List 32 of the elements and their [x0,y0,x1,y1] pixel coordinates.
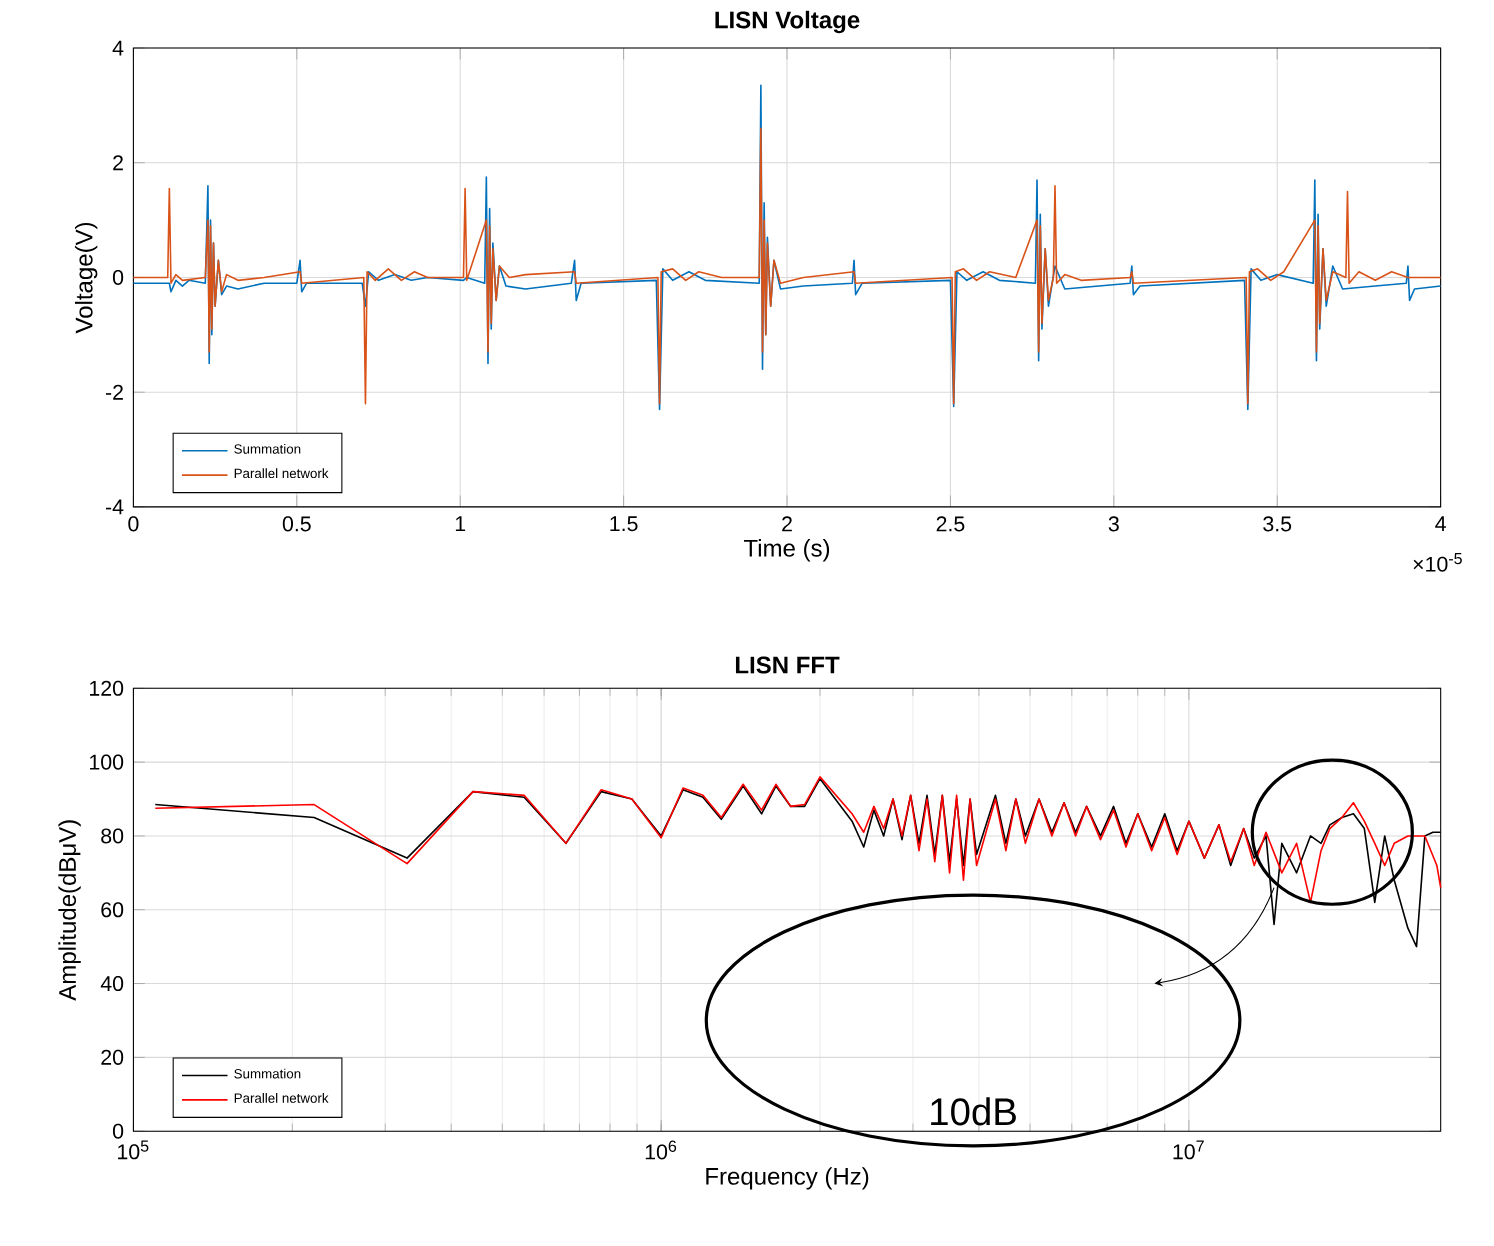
text: ×10$^{-5}$ [1413,553,1462,572]
x-axis-title: Frequency (Hz) [706,1167,869,1190]
y-axis-title: Voltage(V) [74,222,98,334]
y-tick-label: 0 [112,1123,124,1139]
y-tick-label: 100 [90,754,124,770]
y-tick-label: 4 [112,40,124,56]
x-tick-label: 2.5 [936,516,965,532]
y-tick-label: -2 [105,384,123,400]
x-tick-label: 10$^{6}$ [645,1140,677,1160]
y-tick-label: 60 [101,902,124,918]
annotation: 10dB [931,1097,1016,1126]
y-tick-label: -4 [105,499,124,515]
x-tick-label: 10$^{5}$ [118,1140,149,1160]
y-tick-label: 0 [112,269,124,286]
chart-title: LISN Voltage [715,10,860,34]
x-tick-label: 1 [455,516,466,532]
x-tick-label: 0 [128,516,139,532]
y-tick-label: 20 [101,1049,124,1065]
x-tick-label: 2 [782,516,792,532]
x-axis-title: Time (s) [744,539,830,562]
y-tick-label: 40 [100,976,124,992]
x-tick-label: 4 [1435,516,1446,532]
x-tick-label: 10$^{7}$ [1173,1140,1204,1160]
x-tick-label: 1.5 [610,516,638,532]
chart-title: LISN FFT [735,656,840,674]
x-tick-label: 3.5 [1263,516,1292,532]
y-tick-label: 80 [101,828,124,844]
y-axis-title: Amplitude(dBμV) [58,820,81,1001]
y-tick-label: 2 [113,155,123,171]
y-tick-label: 120 [90,680,124,696]
x-tick-label: 0.5 [282,516,311,532]
x-tick-label: 3 [1108,516,1119,532]
